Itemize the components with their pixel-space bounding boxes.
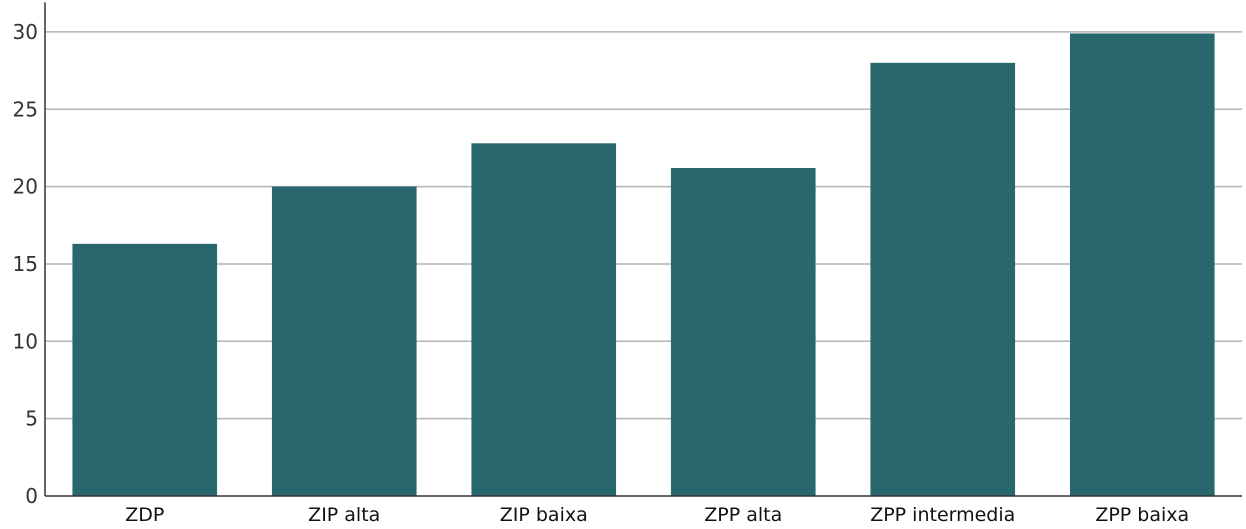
bar-zip-baixa xyxy=(471,143,617,496)
x-category-label: ZPP alta xyxy=(704,504,782,526)
y-axis-tick-labels: 0 5 10 15 20 25 30 xyxy=(13,20,38,508)
y-tick-label-10: 10 xyxy=(13,329,38,353)
y-tick-label-0: 0 xyxy=(25,484,38,508)
x-category-label: ZPP intermedia xyxy=(870,504,1015,526)
bar-zpp-intermedia xyxy=(870,62,1016,497)
bars xyxy=(72,33,1215,497)
bar-zip-alta xyxy=(271,186,417,496)
y-tick-label-25: 25 xyxy=(13,97,38,121)
x-axis-category-labels: ZDP ZIP alta ZIP baixa ZPP alta ZPP intermed… xyxy=(125,504,1189,526)
x-category-label: ZIP baixa xyxy=(500,504,588,526)
gridlines xyxy=(45,31,1242,420)
x-category-label: ZIP alta xyxy=(308,504,380,526)
y-tick-label-30: 30 xyxy=(13,20,38,44)
y-tick-label-15: 15 xyxy=(13,252,38,276)
bar-zpp-baixa xyxy=(1069,33,1215,497)
bar-zdp xyxy=(72,243,218,496)
y-tick-label-5: 5 xyxy=(25,407,38,431)
y-tick-label-20: 20 xyxy=(13,175,38,199)
x-category-label: ZDP xyxy=(125,504,164,526)
x-category-label: ZPP baixa xyxy=(1095,504,1189,526)
bar-zpp-alta xyxy=(670,168,816,496)
